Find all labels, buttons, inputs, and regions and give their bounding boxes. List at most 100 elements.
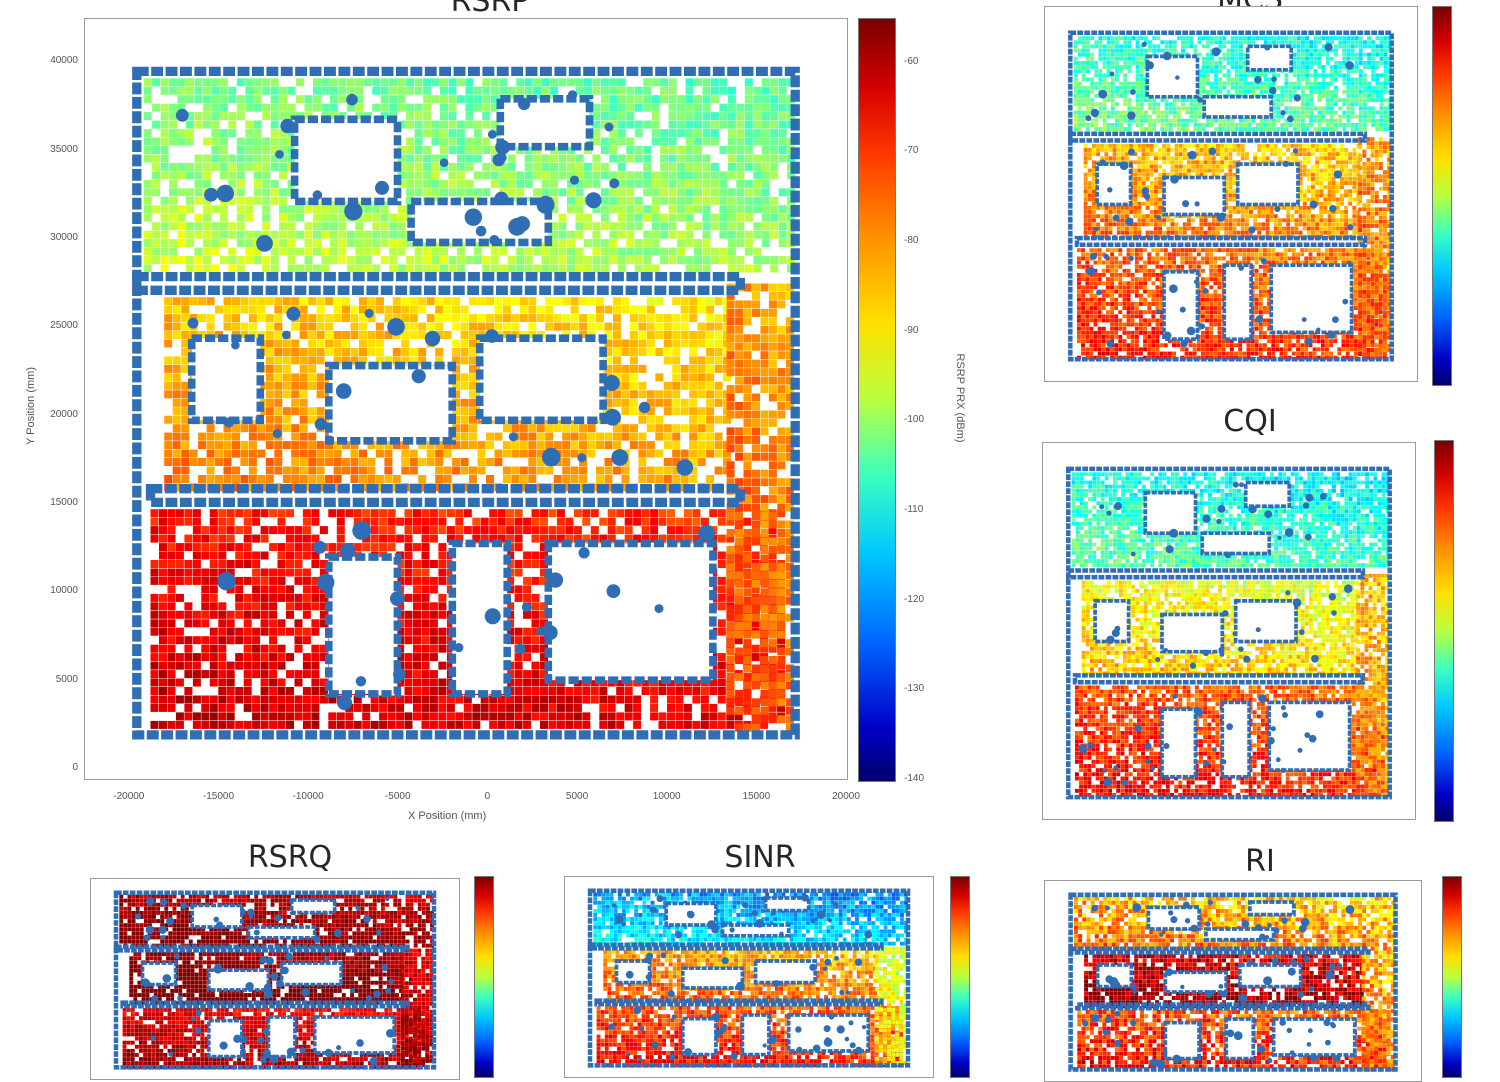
heat-point (398, 205, 406, 213)
heat-point (303, 670, 311, 678)
heat-point (176, 679, 184, 687)
heat-point (254, 121, 262, 129)
heat-point (596, 441, 604, 449)
heat-point (1123, 40, 1127, 44)
heat-point (532, 577, 540, 585)
heat-point (422, 645, 430, 653)
heat-point (550, 256, 558, 264)
heat-point (432, 248, 440, 256)
heat-point (621, 390, 629, 398)
heat-point (295, 645, 303, 653)
heat-point (184, 611, 192, 619)
heat-point (438, 662, 446, 670)
heat-point (254, 256, 262, 264)
heat-point (410, 467, 418, 475)
heat-point (769, 690, 777, 698)
wall-marker (375, 181, 389, 195)
heat-point (643, 121, 651, 129)
heat-point (770, 197, 778, 205)
heat-point (1318, 36, 1322, 40)
heat-point (325, 458, 333, 466)
heat-point (660, 248, 668, 256)
heat-point (254, 78, 262, 86)
heat-point (300, 399, 308, 407)
heat-point (777, 597, 785, 605)
heat-point (303, 602, 311, 610)
heat-point (660, 180, 668, 188)
heat-point (279, 239, 287, 247)
heat-point (567, 256, 575, 264)
heat-point (728, 222, 736, 230)
heat-point (728, 163, 736, 171)
heat-point (727, 546, 735, 554)
heat-point (269, 636, 277, 644)
room-outline (192, 338, 261, 420)
heat-point (582, 712, 590, 720)
heat-point (240, 297, 248, 305)
heat-point (744, 648, 752, 656)
heat-point (647, 424, 655, 432)
heat-point (159, 594, 167, 602)
heat-point (613, 356, 621, 364)
heat-point (626, 112, 634, 120)
heat-point (355, 239, 363, 247)
heat-point (735, 571, 743, 579)
heat-point (195, 188, 203, 196)
heat-point (753, 197, 761, 205)
heat-point (703, 248, 711, 256)
heat-point (718, 577, 726, 585)
heat-point (694, 78, 702, 86)
heat-point (549, 704, 557, 712)
heat-point (588, 323, 596, 331)
heat-point (474, 87, 482, 95)
heat-point (609, 112, 617, 120)
heat-point (173, 416, 181, 424)
heat-point (218, 509, 226, 517)
heat-point (698, 416, 706, 424)
heat-point (613, 331, 621, 339)
heat-point (520, 306, 528, 314)
heat-point (613, 433, 621, 441)
heat-point (1148, 40, 1152, 44)
heat-point (308, 433, 316, 441)
heat-point (1127, 49, 1131, 53)
heat-point (777, 478, 785, 486)
heat-point (557, 509, 565, 517)
heat-point (728, 231, 736, 239)
heat-point (173, 323, 181, 331)
heat-point (601, 205, 609, 213)
heat-point (571, 306, 579, 314)
heat-point (1359, 49, 1363, 53)
heat-point (523, 687, 531, 695)
heat-point (274, 407, 282, 415)
heat-point (303, 585, 311, 593)
heat-point (584, 87, 592, 95)
heat-point (254, 188, 262, 196)
heat-point (584, 78, 592, 86)
heat-point (1231, 53, 1235, 57)
heat-point (643, 163, 651, 171)
heat-point (422, 662, 430, 670)
heat-point (635, 95, 643, 103)
heat-point (681, 323, 689, 331)
heat-point (689, 340, 697, 348)
heat-point (753, 104, 761, 112)
heat-point (711, 163, 719, 171)
heat-point (201, 577, 209, 585)
heat-point (1334, 44, 1338, 48)
heat-point (210, 577, 218, 585)
wall-marker (568, 90, 577, 99)
heat-point (481, 518, 489, 526)
heat-point (1222, 40, 1226, 44)
heat-point (245, 197, 253, 205)
heat-point (207, 424, 215, 432)
heat-point (211, 112, 219, 120)
heat-point (1375, 49, 1379, 53)
heat-point (423, 129, 431, 137)
heat-point (438, 611, 446, 619)
heat-point (261, 594, 269, 602)
heat-point (211, 146, 219, 154)
heat-point (164, 475, 172, 483)
heat-point (744, 317, 752, 325)
heat-point (533, 155, 541, 163)
